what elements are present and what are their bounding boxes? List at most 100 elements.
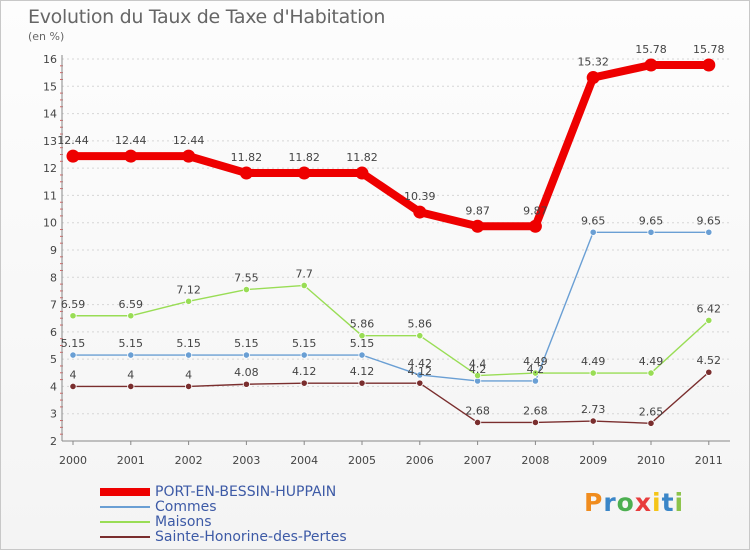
- data-label: 5.15: [234, 337, 259, 350]
- grid-lines: [62, 58, 730, 415]
- data-label: 6.59: [61, 298, 86, 311]
- data-label: 4.2: [469, 363, 487, 376]
- data-point: [355, 166, 369, 180]
- data-point: [242, 351, 250, 359]
- legend-swatch: [100, 536, 150, 538]
- x-tick-label: 2010: [637, 454, 665, 467]
- x-tick-label: 2001: [117, 454, 145, 467]
- data-point: [358, 332, 366, 340]
- data-label: 12.44: [115, 134, 147, 147]
- data-label: 9.87: [523, 204, 548, 217]
- data-point: [647, 419, 655, 427]
- data-label: 5.86: [408, 318, 433, 331]
- data-point: [124, 149, 138, 163]
- data-label: 4.12: [350, 365, 375, 378]
- data-point: [185, 351, 193, 359]
- data-point: [185, 297, 193, 305]
- data-point: [705, 316, 713, 324]
- x-tick-label: 2011: [695, 454, 723, 467]
- data-point: [127, 312, 135, 320]
- data-label: 4.49: [523, 355, 548, 368]
- legend-swatch: [100, 488, 150, 496]
- legend-swatch: [100, 506, 150, 508]
- data-point: [416, 371, 424, 379]
- data-point: [473, 418, 482, 427]
- data-label: 6.59: [119, 298, 144, 311]
- data-point: [471, 219, 485, 233]
- y-tick-label: 8: [50, 271, 57, 284]
- data-point: [528, 219, 542, 233]
- legend-label: PORT-EN-BESSIN-HUPPAIN: [155, 484, 337, 500]
- legend-item: PORT-EN-BESSIN-HUPPAIN: [100, 484, 420, 500]
- data-label: 4.08: [234, 366, 259, 379]
- data-label: 4.12: [408, 365, 433, 378]
- data-label: 4.42: [408, 357, 433, 370]
- data-point: [358, 379, 366, 387]
- data-label: 4: [185, 368, 192, 381]
- axes: [60, 55, 730, 445]
- data-point: [644, 58, 658, 72]
- x-tick-label: 2006: [406, 454, 434, 467]
- data-point: [705, 368, 713, 376]
- series-layer: [66, 58, 716, 427]
- data-labels: 12.44 12.44 12.44 11.82 11.82 11.82 10.39 9.87 9…: [57, 43, 724, 418]
- data-point: [297, 166, 311, 180]
- data-point: [705, 228, 713, 236]
- data-label: 9.87: [465, 204, 490, 217]
- x-tick-label: 2002: [175, 454, 203, 467]
- data-label: 15.32: [577, 56, 609, 69]
- chart-unit: (en %): [28, 30, 65, 43]
- data-label: 2.73: [581, 403, 606, 416]
- legend-item: Commes: [100, 499, 420, 515]
- data-point: [531, 369, 540, 377]
- chart-title: Evolution du Taux de Taxe d'Habitation: [28, 6, 386, 28]
- data-label: 2.65: [639, 405, 664, 418]
- data-label: 7.55: [234, 272, 259, 285]
- data-point: [647, 228, 655, 236]
- y-tick-label: 9: [50, 244, 57, 257]
- data-label: 9.65: [639, 214, 664, 227]
- y-tick-label: 12: [43, 162, 57, 175]
- y-tick-label: 10: [43, 217, 57, 230]
- data-label: 5.15: [350, 337, 375, 350]
- data-label: 10.39: [404, 190, 436, 203]
- data-point: [69, 382, 77, 391]
- data-point: [531, 418, 540, 427]
- data-point: [413, 205, 427, 219]
- data-label: 9.65: [581, 214, 606, 227]
- data-label: 4.4: [469, 358, 487, 371]
- data-point: [242, 380, 250, 388]
- data-point: [127, 382, 135, 391]
- series-line-sainte-honorine-des-pertes: [72, 371, 710, 424]
- y-tick-label: 13: [43, 135, 57, 148]
- data-point: [69, 351, 77, 359]
- legend-label: Maisons: [155, 514, 212, 530]
- data-point: [185, 382, 193, 391]
- data-label: 15.78: [635, 43, 667, 56]
- data-label: 9.65: [697, 214, 722, 227]
- y-tick-label: 15: [43, 80, 57, 93]
- data-label: 2.68: [465, 404, 490, 417]
- data-point: [473, 371, 482, 380]
- x-tick-label: 2008: [521, 454, 549, 467]
- data-point: [589, 228, 597, 236]
- data-label: 15.78: [693, 43, 725, 56]
- data-label: 5.15: [119, 337, 144, 350]
- data-point: [589, 417, 597, 425]
- series-line-port-en-bessin-huppain: [69, 61, 713, 231]
- legend-item: Maisons: [100, 514, 420, 530]
- x-tick-label: 2000: [59, 454, 87, 467]
- x-tick-label: 2009: [579, 454, 607, 467]
- data-label: 5.15: [176, 337, 201, 350]
- y-tick-label: 16: [43, 53, 57, 66]
- data-label: 11.82: [346, 151, 378, 164]
- y-tick-labels: 2 3 4 5 6 7 8 9 10 11 12 13 14 15 16: [43, 53, 57, 448]
- data-label: 6.42: [697, 302, 722, 315]
- data-point: [300, 281, 308, 290]
- data-label: 11.82: [288, 151, 320, 164]
- y-tick-label: 7: [50, 299, 57, 312]
- y-tick-label: 5: [50, 353, 57, 366]
- data-point: [416, 332, 424, 340]
